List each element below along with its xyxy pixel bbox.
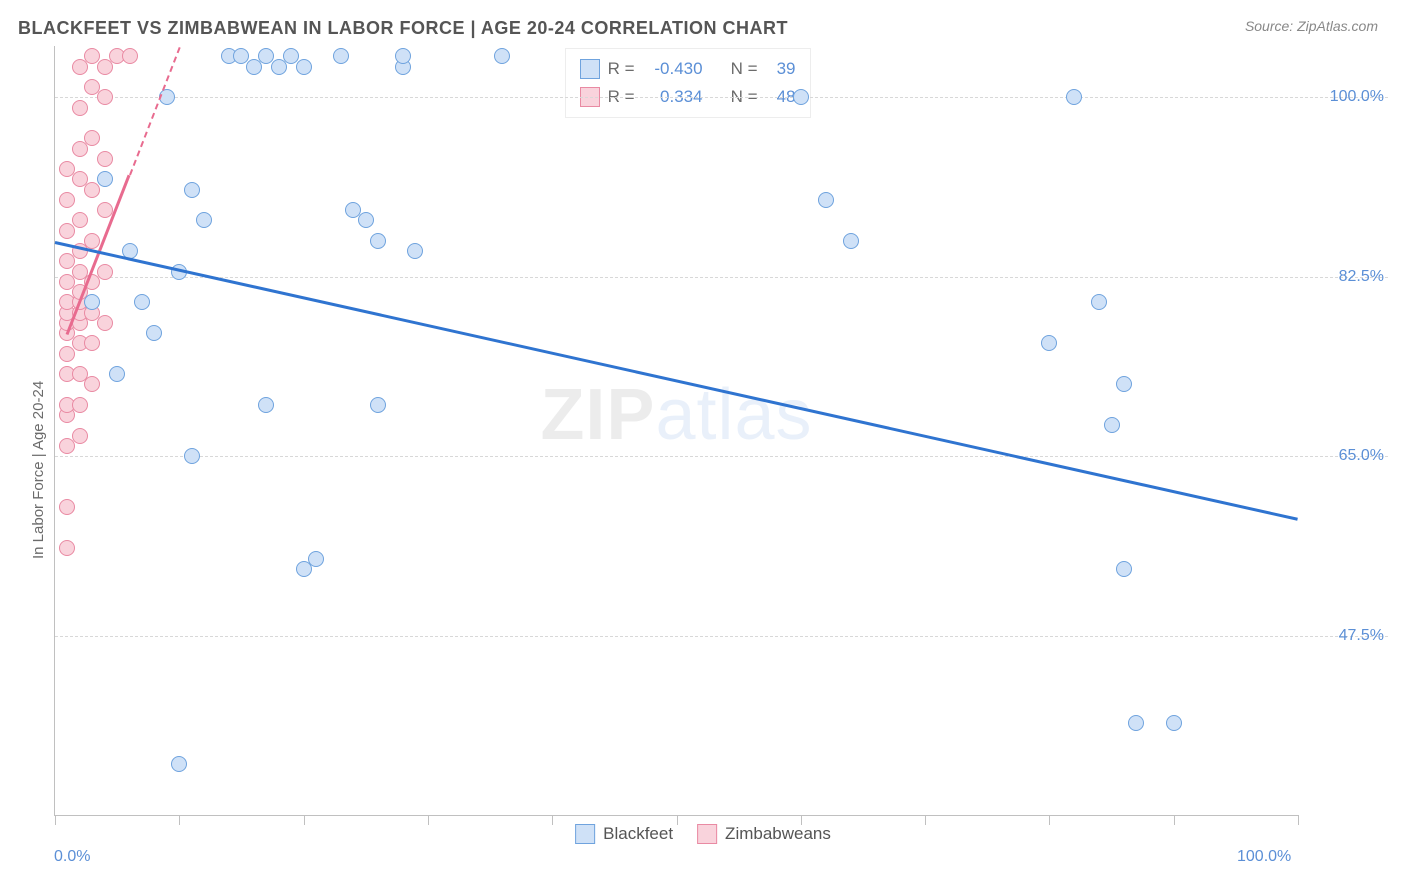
data-point [1091, 294, 1107, 310]
data-point [308, 551, 324, 567]
data-point [84, 233, 100, 249]
watermark: ZIPatlas [540, 374, 812, 456]
data-point [1166, 715, 1182, 731]
data-point [793, 89, 809, 105]
legend-swatch [580, 59, 600, 79]
data-point [97, 171, 113, 187]
gridline [55, 97, 1388, 98]
data-point [1066, 89, 1082, 105]
plot-region: ZIPatlas R =-0.430N =39R =0.334N =48 [54, 46, 1298, 816]
data-point [184, 182, 200, 198]
data-point [1116, 376, 1132, 392]
legend-row: R = -0.430 N = 39 [580, 55, 796, 83]
data-point [296, 59, 312, 75]
trend-line [55, 241, 1299, 521]
data-point [196, 212, 212, 228]
data-point [97, 264, 113, 280]
series-legend-item: Zimbabweans [697, 824, 831, 844]
y-tick-label: 47.5% [1339, 627, 1384, 645]
data-point [72, 397, 88, 413]
gridline [55, 277, 1388, 278]
y-tick-label: 100.0% [1330, 88, 1384, 106]
data-point [407, 243, 423, 259]
data-point [358, 212, 374, 228]
series-legend-item: Blackfeet [575, 824, 673, 844]
data-point [122, 48, 138, 64]
legend-swatch [697, 824, 717, 844]
data-point [84, 376, 100, 392]
data-point [72, 100, 88, 116]
data-point [184, 448, 200, 464]
data-point [134, 294, 150, 310]
y-tick-labels: 47.5% 65.0% 82.5% 100.0% [1298, 46, 1388, 816]
y-tick-label: 65.0% [1339, 447, 1384, 465]
data-point [494, 48, 510, 64]
legend-r-label: R = [608, 59, 635, 79]
data-point [171, 756, 187, 772]
data-point [370, 397, 386, 413]
series-legend-label: Blackfeet [603, 824, 673, 844]
gridline [55, 456, 1388, 457]
data-point [818, 192, 834, 208]
data-point [59, 499, 75, 515]
data-point [370, 233, 386, 249]
data-point [59, 192, 75, 208]
data-point [72, 428, 88, 444]
legend-swatch [575, 824, 595, 844]
data-point [84, 294, 100, 310]
x-tick-label: 100.0% [1237, 848, 1291, 866]
data-point [59, 540, 75, 556]
correlation-legend: R =-0.430N =39R =0.334N =48 [565, 48, 811, 118]
chart-title: BLACKFEET VS ZIMBABWEAN IN LABOR FORCE |… [18, 18, 788, 39]
legend-n-label: N = [731, 59, 758, 79]
data-point [258, 397, 274, 413]
data-point [395, 48, 411, 64]
data-point [1041, 335, 1057, 351]
data-point [1116, 561, 1132, 577]
source-attribution: Source: ZipAtlas.com [1245, 18, 1378, 34]
watermark-part-2: atlas [655, 375, 812, 455]
series-legend-label: Zimbabweans [725, 824, 831, 844]
data-point [97, 89, 113, 105]
data-point [843, 233, 859, 249]
data-point [333, 48, 349, 64]
y-tick-label: 82.5% [1339, 268, 1384, 286]
x-tick [1298, 815, 1299, 825]
data-point [97, 151, 113, 167]
data-point [146, 325, 162, 341]
watermark-part-1: ZIP [540, 375, 655, 455]
data-point [97, 315, 113, 331]
data-point [84, 130, 100, 146]
trend-line [129, 47, 181, 175]
data-point [72, 212, 88, 228]
data-point [1128, 715, 1144, 731]
chart-area: ZIPatlas R =-0.430N =39R =0.334N =48 In … [18, 46, 1388, 874]
data-point [84, 335, 100, 351]
y-axis-label: In Labor Force | Age 20-24 [30, 381, 47, 559]
data-point [1104, 417, 1120, 433]
legend-r-value: -0.430 [643, 59, 703, 79]
series-legend: Blackfeet Zimbabweans [575, 824, 831, 844]
x-tick-label: 0.0% [54, 848, 90, 866]
gridline [55, 636, 1388, 637]
data-point [109, 366, 125, 382]
header: BLACKFEET VS ZIMBABWEAN IN LABOR FORCE |… [0, 0, 1406, 39]
legend-n-value: 39 [766, 59, 796, 79]
